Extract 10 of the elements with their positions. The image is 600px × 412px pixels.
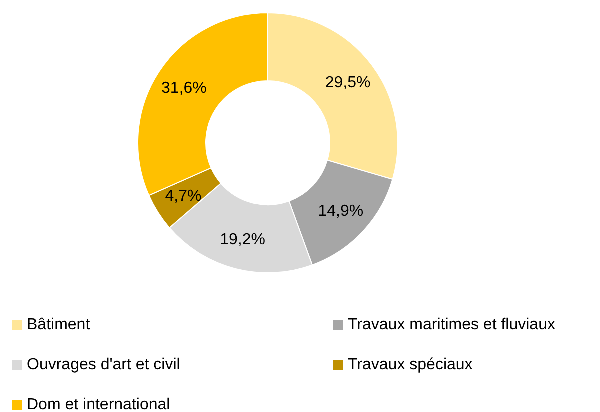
data-label: 14,9% — [318, 202, 364, 220]
data-label: 4,7% — [165, 188, 202, 205]
legend-label: Travaux spéciaux — [348, 356, 473, 374]
legend-label: Travaux maritimes et fluviaux — [348, 316, 556, 334]
legend-label: Dom et international — [27, 396, 170, 412]
legend-label: Ouvrages d'art et civil — [27, 356, 180, 374]
data-label: 29,5% — [325, 74, 371, 92]
data-label: 31,6% — [162, 80, 207, 97]
legend-label: Bâtiment — [27, 316, 91, 334]
data-label: 19,2% — [220, 231, 266, 248]
